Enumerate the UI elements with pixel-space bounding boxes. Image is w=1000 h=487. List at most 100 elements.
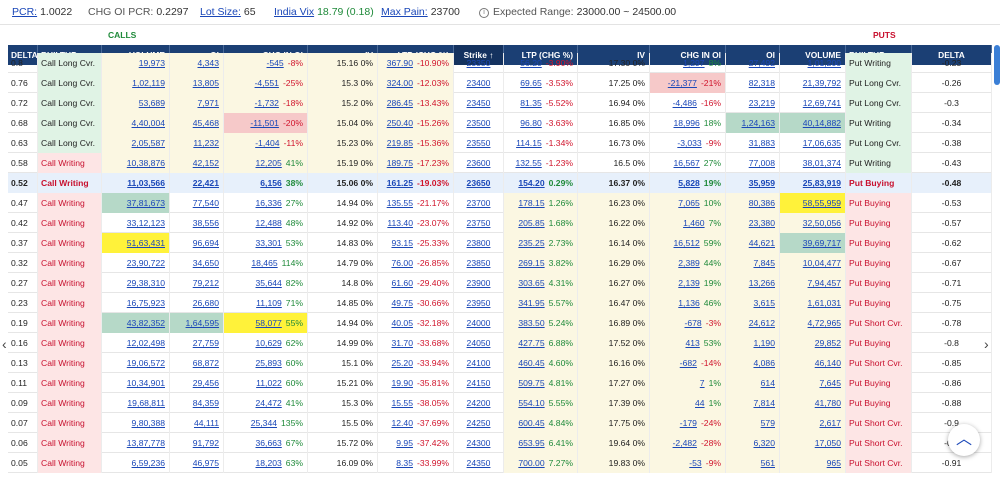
put-volume-cell[interactable]: 7,645 [780, 373, 846, 393]
put-oi-cell[interactable]: 1,190 [726, 333, 780, 353]
call-chg-oi-link[interactable]: 58,077 [255, 318, 282, 328]
call-oi-cell[interactable]: 42,152 [170, 153, 224, 173]
call-volume-link[interactable]: 13,87,778 [126, 438, 165, 448]
call-chg-oi-cell[interactable]: 25,893 60% [224, 353, 308, 373]
put-oi-cell[interactable]: 1,24,163 [726, 113, 780, 133]
put-volume-cell[interactable]: 46,140 [780, 353, 846, 373]
put-ltp-link[interactable]: 554.10 [518, 398, 545, 408]
call-volume-cell[interactable]: 33,12,123 [102, 213, 170, 233]
put-oi-cell[interactable]: 82,318 [726, 73, 780, 93]
call-chg-oi-link[interactable]: -1,404 [255, 138, 280, 148]
put-oi-link[interactable]: 27,492 [748, 58, 775, 68]
put-oi-link[interactable]: 3,615 [753, 298, 775, 308]
put-chg-oi-link[interactable]: 2,139 [678, 278, 700, 288]
put-volume-cell[interactable]: 4,72,965 [780, 313, 846, 333]
call-oi-cell[interactable]: 46,975 [170, 453, 224, 473]
put-ltp-cell[interactable]: 653.95 6.41% [504, 433, 578, 453]
call-volume-cell[interactable]: 19,06,572 [102, 353, 170, 373]
call-ltp-cell[interactable]: 161.25 -19.03% [378, 173, 454, 193]
call-volume-link[interactable]: 12,02,498 [126, 338, 165, 348]
strike-cell[interactable]: 23500 [454, 113, 504, 133]
call-chg-oi-cell[interactable]: 36,663 67% [224, 433, 308, 453]
put-oi-cell[interactable]: 561 [726, 453, 780, 473]
call-oi-cell[interactable]: 13,805 [170, 73, 224, 93]
call-chg-oi-link[interactable]: 25,344 [250, 418, 278, 428]
call-volume-cell[interactable]: 11,03,566 [102, 173, 170, 193]
put-chg-oi-link[interactable]: -678 [684, 318, 702, 328]
call-chg-oi-link[interactable]: 11,109 [256, 298, 282, 308]
call-chg-oi-cell[interactable]: 24,472 41% [224, 393, 308, 413]
strike-price-link[interactable]: 23600 [466, 158, 491, 168]
call-chg-oi-link[interactable]: -1,732 [254, 98, 279, 108]
put-oi-cell[interactable]: 31,883 [726, 133, 780, 153]
put-ltp-cell[interactable]: 154.20 0.29% [504, 173, 578, 193]
put-chg-oi-cell[interactable]: 413 53% [650, 333, 726, 353]
call-volume-cell[interactable]: 29,38,310 [102, 273, 170, 293]
call-chg-oi-link[interactable]: 12,488 [255, 218, 282, 228]
call-volume-link[interactable]: 6,59,236 [131, 458, 165, 468]
call-volume-cell[interactable]: 2,05,587 [102, 133, 170, 153]
call-volume-cell[interactable]: 9,80,388 [102, 413, 170, 433]
call-oi-cell[interactable]: 91,792 [170, 433, 224, 453]
call-ltp-cell[interactable]: 219.85 -15.36% [378, 133, 454, 153]
call-ltp-cell[interactable]: 25.20 -33.94% [378, 353, 454, 373]
put-chg-oi-cell[interactable]: -21,377 -21% [650, 73, 726, 93]
call-volume-cell[interactable]: 43,82,352 [102, 313, 170, 333]
call-oi-link[interactable]: 34,650 [192, 258, 219, 268]
put-volume-link[interactable]: 10,04,477 [802, 258, 841, 268]
put-volume-cell[interactable]: 965 [780, 453, 846, 473]
call-ltp-cell[interactable]: 135.55 -21.17% [378, 193, 454, 213]
put-ltp-cell[interactable]: 509.75 4.81% [504, 373, 578, 393]
strike-price-link[interactable]: 24100 [466, 358, 491, 368]
scroll-to-top-button[interactable]: ︿ [948, 424, 980, 456]
call-chg-oi-link[interactable]: 16,336 [255, 198, 282, 208]
call-chg-oi-link[interactable]: 25,893 [255, 358, 282, 368]
put-ltp-cell[interactable]: 554.10 5.55% [504, 393, 578, 413]
call-volume-cell[interactable]: 53,689 [102, 93, 170, 113]
put-chg-oi-cell[interactable]: 2,389 44% [650, 253, 726, 273]
put-chg-oi-link[interactable]: 2,389 [678, 258, 700, 268]
call-chg-oi-cell[interactable]: -11,501 -20% [224, 113, 308, 133]
call-oi-link[interactable]: 77,540 [192, 198, 219, 208]
put-volume-cell[interactable]: 17,050 [780, 433, 846, 453]
strike-cell[interactable]: 23650 [454, 173, 504, 193]
put-oi-link[interactable]: 44,621 [748, 238, 775, 248]
call-ltp-cell[interactable]: 15.55 -38.05% [378, 393, 454, 413]
put-chg-oi-cell[interactable]: 5,828 19% [650, 173, 726, 193]
strike-cell[interactable]: 23900 [454, 273, 504, 293]
call-ltp-link[interactable]: 40.05 [391, 318, 413, 328]
put-ltp-link[interactable]: 56.20 [520, 58, 542, 68]
put-volume-cell[interactable]: 21,39,792 [780, 73, 846, 93]
call-volume-link[interactable]: 19,68,811 [127, 398, 165, 408]
call-chg-oi-link[interactable]: 6,156 [260, 178, 282, 188]
put-volume-link[interactable]: 41,780 [814, 398, 841, 408]
strike-price-link[interactable]: 23700 [466, 198, 491, 208]
strike-cell[interactable]: 24200 [454, 393, 504, 413]
call-volume-link[interactable]: 4,40,004 [131, 118, 165, 128]
call-ltp-cell[interactable]: 12.40 -37.69% [378, 413, 454, 433]
call-chg-oi-link[interactable]: 11,022 [256, 378, 282, 388]
call-ltp-cell[interactable]: 49.75 -30.66% [378, 293, 454, 313]
call-oi-cell[interactable]: 4,343 [170, 53, 224, 73]
put-volume-link[interactable]: 7,645 [819, 378, 841, 388]
call-volume-link[interactable]: 2,05,587 [131, 138, 165, 148]
call-oi-link[interactable]: 13,805 [192, 78, 219, 88]
call-oi-link[interactable]: 22,421 [192, 178, 219, 188]
call-oi-link[interactable]: 84,359 [192, 398, 219, 408]
put-chg-oi-link[interactable]: 16,567 [673, 158, 700, 168]
call-ltp-link[interactable]: 189.75 [386, 158, 413, 168]
call-volume-link[interactable]: 23,90,722 [126, 258, 165, 268]
put-ltp-link[interactable]: 114.15 [516, 138, 542, 148]
strike-cell[interactable]: 24000 [454, 313, 504, 333]
call-volume-link[interactable]: 10,38,876 [126, 158, 165, 168]
call-oi-cell[interactable]: 7,971 [170, 93, 224, 113]
put-ltp-cell[interactable]: 132.55 -1.23% [504, 153, 578, 173]
call-chg-oi-link[interactable]: 18,203 [255, 458, 282, 468]
put-chg-oi-cell[interactable]: -179 -24% [650, 413, 726, 433]
call-chg-oi-cell[interactable]: -1,732 -18% [224, 93, 308, 113]
call-oi-link[interactable]: 44,111 [193, 418, 219, 428]
strike-price-link[interactable]: 23400 [466, 78, 491, 88]
call-ltp-cell[interactable]: 9.95 -37.42% [378, 433, 454, 453]
call-chg-oi-cell[interactable]: 16,336 27% [224, 193, 308, 213]
put-oi-link[interactable]: 80,386 [748, 198, 775, 208]
